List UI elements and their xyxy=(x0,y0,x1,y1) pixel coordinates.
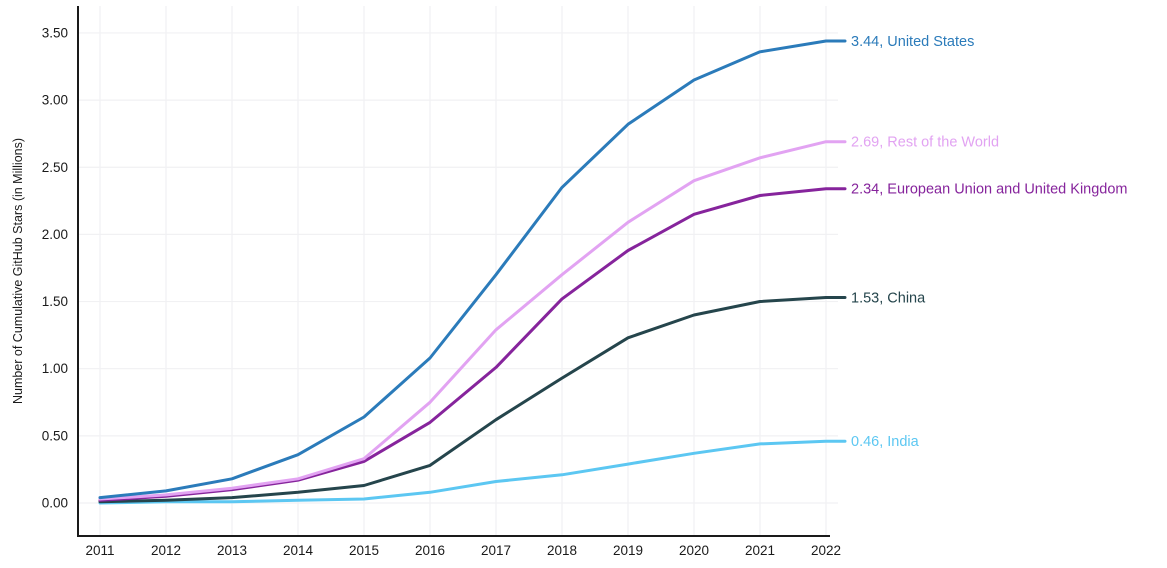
series-line-rest-of-the-world xyxy=(98,140,847,501)
x-tick-label: 2012 xyxy=(151,543,181,558)
x-tick-label: 2013 xyxy=(217,543,247,558)
series-line-china xyxy=(98,296,847,504)
series-end-label-rest-of-the-world: 2.69, Rest of the World xyxy=(851,135,999,151)
series-line-european-union-and-united-kingdom xyxy=(98,187,847,502)
x-tick-label: 2018 xyxy=(547,543,577,558)
y-tick-label: 0.50 xyxy=(42,428,68,443)
x-tick-label: 2011 xyxy=(85,543,114,558)
x-tick-label: 2021 xyxy=(745,543,775,558)
series-line-india xyxy=(98,439,847,505)
y-tick-label: 0.00 xyxy=(42,496,68,511)
x-tick-label: 2015 xyxy=(349,543,379,558)
y-tick-label: 2.50 xyxy=(42,160,68,175)
series-end-label-european-union-and-united-kingdom: 2.34, European Union and United Kingdom xyxy=(851,182,1128,198)
y-tick-label: 1.50 xyxy=(42,294,68,309)
series-end-label-united-states: 3.44, United States xyxy=(851,34,974,50)
y-tick-label: 1.00 xyxy=(42,361,68,376)
x-tick-label: 2022 xyxy=(811,543,841,558)
y-tick-label: 3.50 xyxy=(42,25,68,40)
x-tick-label: 2017 xyxy=(481,543,511,558)
x-tick-label: 2020 xyxy=(679,543,709,558)
y-axis-title: Number of Cumulative GitHub Stars (in Mi… xyxy=(11,138,25,404)
x-tick-label: 2019 xyxy=(613,543,643,558)
x-tick-label: 2014 xyxy=(283,543,314,558)
series-line-united-states xyxy=(98,39,847,500)
y-tick-label: 3.00 xyxy=(42,93,68,108)
series-end-label-india: 0.46, India xyxy=(851,434,920,450)
y-tick-label: 2.00 xyxy=(42,227,68,242)
series-end-label-china: 1.53, China xyxy=(851,291,926,307)
x-tick-label: 2016 xyxy=(415,543,445,558)
